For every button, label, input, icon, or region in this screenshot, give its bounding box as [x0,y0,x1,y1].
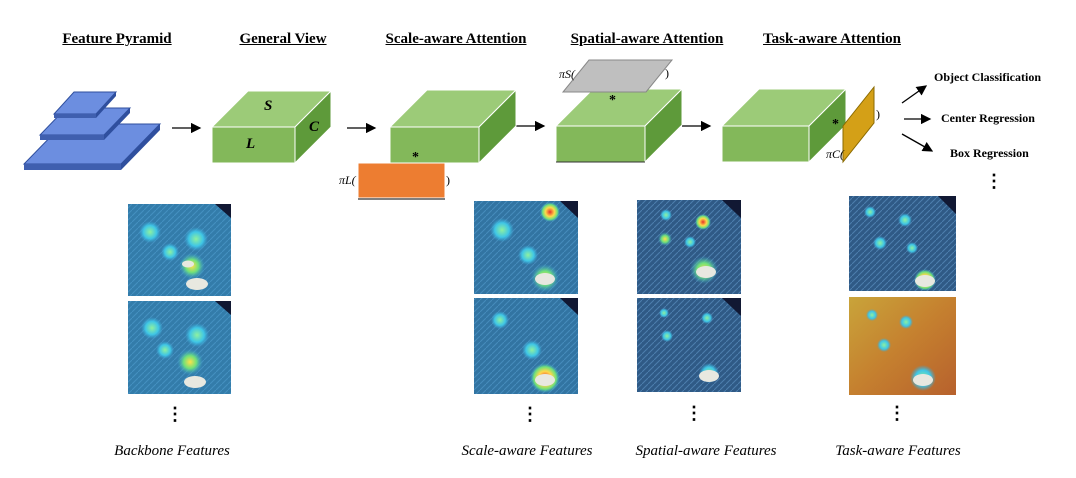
caption-spatial: Spatial-aware Features [635,443,777,459]
star-spatial: * [609,93,616,108]
task-thumbnail-2 [849,297,956,395]
spatial-attention-cube [554,87,684,164]
heading-feature-pyramid: Feature Pyramid [62,31,172,47]
caption-backbone: Backbone Features [114,443,230,459]
star-task: * [832,117,839,132]
spatial-thumbnail-1 [637,200,741,294]
output-object-classification: Object Classification [934,70,1041,84]
scale-attention-plate [357,162,446,200]
arrow-object-classification [901,85,928,104]
task-attention-plate [842,85,875,164]
task-attention-cube [720,87,848,164]
pi-s-close: ) [665,66,669,80]
pi-c-close: ) [876,107,880,121]
pi-s-label: πS( [559,67,576,81]
heading-task-attention: Task-aware Attention [763,31,901,47]
ellipsis-scale: ⋮ [521,404,539,424]
ellipsis-outputs: ⋮ [985,171,1003,191]
cube-label-c: C [309,119,320,135]
output-center-regression: Center Regression [941,111,1035,125]
heading-spatial-attention: Spatial-aware Attention [570,31,724,47]
pi-l-label: πL( [339,173,356,187]
feature-pyramid [22,91,162,170]
backbone-thumbnail-1 [128,204,231,296]
pi-l-close: ) [446,173,450,187]
task-thumbnail-1 [849,196,956,291]
scale-thumbnail-1 [474,201,578,294]
scale-attention-cube [388,88,518,165]
cube-label-s: S [264,98,273,114]
heading-scale-attention: Scale-aware Attention [385,31,527,47]
ellipsis-task: ⋮ [888,403,906,423]
caption-task: Task-aware Features [835,443,961,459]
pi-c-label: πC( [826,147,845,161]
arrow-box-regression [901,133,934,152]
spatial-thumbnail-2 [637,298,741,392]
scale-thumbnail-2 [474,298,578,394]
ellipsis-backbone: ⋮ [166,404,184,424]
backbone-thumbnail-2 [128,301,231,394]
general-view-cube [210,89,333,165]
output-box-regression: Box Regression [950,146,1029,160]
cube-label-l: L [246,136,256,152]
heading-general-view: General View [239,31,327,47]
caption-scale: Scale-aware Features [461,443,593,459]
spatial-attention-plate [561,59,674,93]
star-scale: * [412,150,419,165]
ellipsis-spatial: ⋮ [685,403,703,423]
